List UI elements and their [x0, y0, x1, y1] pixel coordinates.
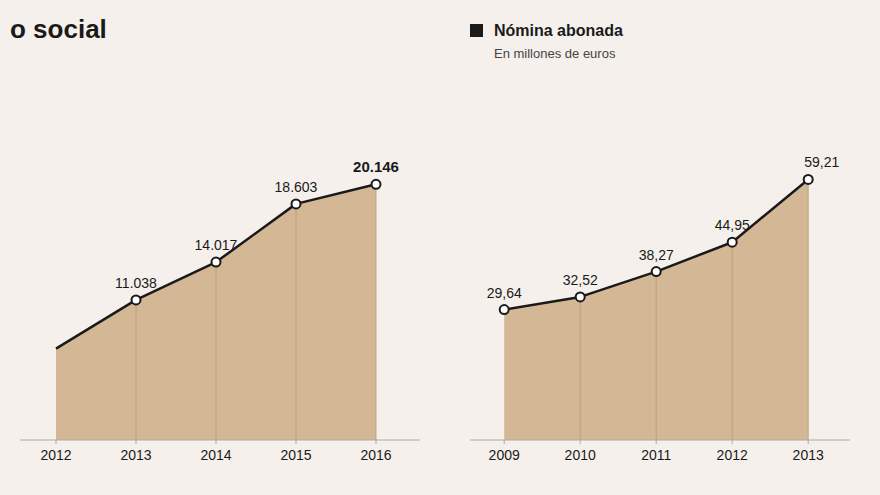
data-label: 20.146 — [353, 158, 399, 175]
data-label: 59,21 — [804, 154, 839, 170]
plot: 29,64 32,52 38,27 44,95 59,21 2009 2010 2011 201… — [470, 154, 850, 463]
figure: 11.038 14.017 18.603 20.146 2012 2013 2014 2015… — [0, 0, 880, 495]
x-tick-label: 2010 — [565, 447, 596, 463]
separator — [580, 297, 581, 440]
x-tick — [376, 440, 377, 444]
x-tick — [56, 440, 57, 444]
separator — [732, 242, 733, 440]
marker — [576, 292, 585, 301]
legend-label: Nómina abonada — [494, 22, 623, 39]
line — [56, 184, 376, 348]
separator — [136, 300, 137, 440]
x-tick-label: 2012 — [40, 447, 71, 463]
line — [504, 179, 808, 309]
x-tick — [136, 440, 137, 444]
background — [0, 0, 880, 495]
data-label: 38,27 — [639, 247, 674, 263]
data-label: 18.603 — [275, 179, 318, 195]
x-tick-label: 2013 — [793, 447, 824, 463]
x-tick-label: 2016 — [360, 447, 391, 463]
separator — [808, 179, 809, 440]
x-tick-label: 2015 — [280, 447, 311, 463]
x-tick-label: 2012 — [717, 447, 748, 463]
x-tick — [656, 440, 657, 444]
separator — [216, 262, 217, 440]
plot: 11.038 14.017 18.603 20.146 2012 2013 2014 2015… — [20, 158, 420, 463]
x-tick — [808, 440, 809, 444]
separator — [376, 184, 377, 440]
data-label: 32,52 — [563, 272, 598, 288]
x-tick-label: 2013 — [120, 447, 151, 463]
x-tick-label: 2011 — [641, 447, 671, 463]
x-axis — [470, 440, 850, 441]
x-tick — [216, 440, 217, 444]
marker — [212, 258, 221, 267]
data-label: 11.038 — [115, 275, 157, 291]
marker — [804, 175, 813, 184]
data-label: 44,95 — [715, 217, 750, 233]
marker — [728, 238, 737, 247]
marker — [500, 305, 509, 314]
area — [504, 179, 808, 440]
separator — [296, 204, 297, 440]
data-label: 29,64 — [487, 285, 522, 301]
x-tick — [296, 440, 297, 444]
x-tick — [504, 440, 505, 444]
area — [56, 184, 376, 440]
x-tick — [732, 440, 733, 444]
marker — [132, 295, 141, 304]
marker — [372, 180, 381, 189]
title: o social — [10, 14, 107, 44]
legend-swatch — [470, 24, 483, 37]
marker — [292, 199, 301, 208]
marks — [500, 175, 813, 440]
separator — [656, 272, 657, 440]
x-tick-label: 2009 — [489, 447, 520, 463]
x-axis — [20, 440, 420, 441]
data-label: 14.017 — [195, 237, 238, 253]
x-tick-label: 2014 — [200, 447, 231, 463]
marks — [56, 180, 381, 440]
marker — [652, 267, 661, 276]
x-tick — [580, 440, 581, 444]
subtitle: En millones de euros — [494, 46, 616, 61]
